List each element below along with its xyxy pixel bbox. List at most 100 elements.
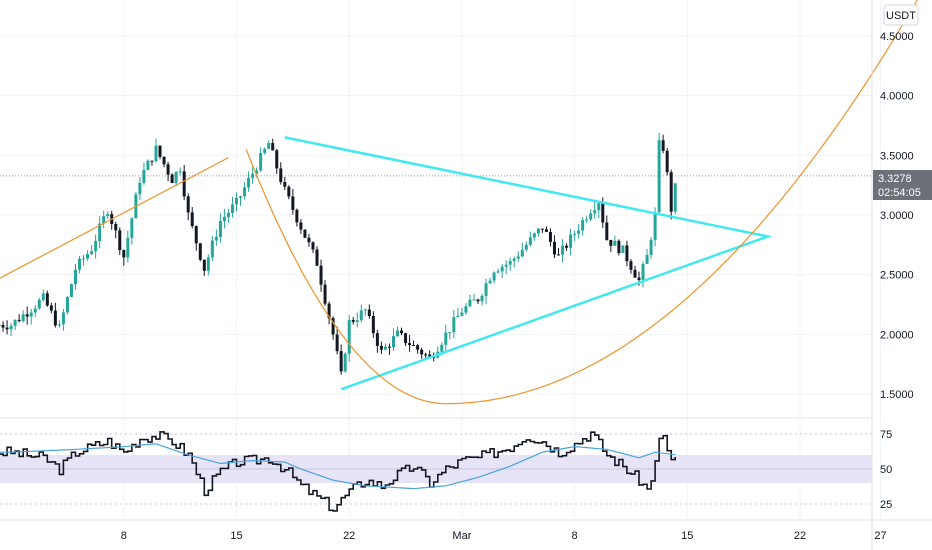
currency-badge[interactable]: USDT <box>883 4 919 26</box>
candle-body <box>323 284 327 304</box>
candle-body <box>416 345 420 350</box>
triangle-pattern[interactable] <box>284 136 773 391</box>
candle-body <box>516 256 520 259</box>
parabolic-curve[interactable] <box>245 0 919 405</box>
candle-body <box>343 353 347 372</box>
candle-body <box>303 229 307 238</box>
time-tick-label: 15 <box>681 530 693 542</box>
candle-body <box>218 220 222 237</box>
candle-body <box>649 239 653 255</box>
candle-body <box>98 223 102 242</box>
candle-body <box>540 228 544 230</box>
candle-body <box>94 241 98 252</box>
rsi-axis[interactable]: 75 50 25 <box>880 429 892 511</box>
candle-body <box>146 160 150 170</box>
current-price-value: 3.3278 <box>878 173 912 185</box>
candle-body <box>536 228 540 234</box>
candle-body <box>287 186 291 197</box>
candle-body <box>29 312 33 317</box>
rsi-panel <box>0 431 872 512</box>
candle-body <box>561 245 565 255</box>
candle-body <box>74 269 77 285</box>
candle-body <box>444 332 448 345</box>
candle-body <box>573 233 577 235</box>
candle-body <box>468 299 472 307</box>
candle-body <box>408 343 412 346</box>
candle-body <box>9 325 13 330</box>
price-tick-label: 2.0000 <box>880 329 914 341</box>
candle-body <box>565 245 569 248</box>
candle-body <box>452 317 456 333</box>
candle-body <box>621 245 625 253</box>
time-axis[interactable]: 8 15 22 Mar 8 15 22 27 <box>121 530 887 542</box>
candle-body <box>569 234 573 248</box>
currency-label: USDT <box>886 10 916 22</box>
candle-body <box>404 333 408 344</box>
candle-body <box>520 249 524 257</box>
candle-body <box>391 336 395 348</box>
candle-body <box>0 324 1 326</box>
candle-body <box>665 150 669 173</box>
candle-body <box>327 303 331 319</box>
candle-body <box>138 182 142 195</box>
candle-body <box>311 242 315 250</box>
candle-body <box>299 222 303 230</box>
candle-body <box>412 345 416 347</box>
candle-body <box>102 216 106 224</box>
candle-body <box>122 250 126 258</box>
candle-body <box>625 245 629 262</box>
candle-body <box>548 231 552 242</box>
candle-body <box>78 258 82 270</box>
candle-body <box>484 283 488 296</box>
candle-body <box>557 254 560 256</box>
candle-body <box>57 324 61 326</box>
candle-body <box>476 299 480 302</box>
time-tick-label: 15 <box>230 530 242 542</box>
drawing-overlays[interactable] <box>0 0 919 405</box>
candle-body <box>396 330 399 337</box>
candle-body <box>291 196 295 210</box>
candle-body <box>617 240 621 253</box>
candle-body <box>53 310 57 326</box>
candle-body <box>355 320 359 322</box>
candle-body <box>166 164 170 175</box>
candle-body <box>460 312 464 316</box>
candle-body <box>82 258 86 260</box>
rsi-tick-label: 25 <box>880 499 892 511</box>
candle-body <box>657 140 661 213</box>
candle-body <box>37 300 41 309</box>
candle-body <box>1 324 5 328</box>
candle-body <box>271 143 275 151</box>
candle-body <box>150 160 154 162</box>
candle-body <box>130 218 134 238</box>
candle-body <box>589 213 593 220</box>
candle-body <box>593 210 597 214</box>
candle-body <box>247 177 251 188</box>
price-axis[interactable]: 1.5000 2.0000 2.5000 3.0000 3.5000 4.0000 4.50… <box>880 31 914 401</box>
candle-body <box>359 310 363 321</box>
candle-body <box>496 271 500 273</box>
trend-line[interactable] <box>0 157 229 281</box>
candle-body <box>65 296 69 313</box>
candle-body <box>194 226 198 244</box>
candle-body <box>315 249 319 266</box>
candle-body <box>605 222 609 240</box>
candle-body <box>170 174 174 184</box>
candle-body <box>512 258 516 261</box>
candles-layer <box>0 132 677 375</box>
candle-body <box>86 254 90 259</box>
candle-body <box>243 187 247 197</box>
candle-body <box>222 216 226 221</box>
candle-body <box>424 354 428 356</box>
candle-body <box>182 171 186 197</box>
candle-body <box>488 280 492 284</box>
candle-body <box>641 263 645 280</box>
candle-body <box>669 172 673 212</box>
candle-body <box>21 314 25 322</box>
candle-body <box>653 212 657 240</box>
candle-body <box>609 239 613 246</box>
price-tick-label: 1.5000 <box>880 389 914 401</box>
candle-body <box>239 196 243 198</box>
candle-body <box>428 354 432 357</box>
